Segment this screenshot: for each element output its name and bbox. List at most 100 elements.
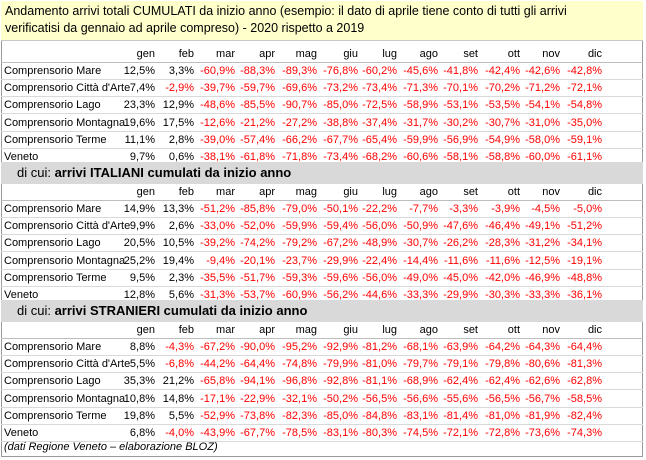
value-cell-nov: -12,5% [525,254,560,267]
value-cell-nov: -58,0% [525,133,560,146]
table-title: Andamento arrivi totali CUMULATI da iniz… [1,1,643,41]
section-heading-text: di cui: arrivi STRANIERI cumulati da ini… [17,300,307,322]
value-cell-ott: -62,4% [485,375,520,388]
value-cell-mar: -9,4% [206,254,235,267]
month-header-feb: feb [178,186,194,198]
table-row: Comprensorio Mare 14,9% 13,3% -51,2% -85,8% -… [1,201,643,218]
month-header-ott: ott [507,186,520,198]
value-cell-dic: -72,1% [567,82,602,95]
value-cell-feb: 17,5% [162,116,194,129]
value-cell-set: -47,6% [443,220,478,233]
value-cell-lug: -22,2% [362,203,397,215]
value-cell-apr: -53,7% [240,289,275,301]
value-cell-mar: -39,7% [200,82,235,95]
value-cell-lug: -60,2% [362,65,397,77]
month-header-feb: feb [178,324,194,336]
month-header-giu: giu [343,324,358,336]
row-label: Comprensorio Lago [4,237,101,250]
table-row: Comprensorio Mare 8,8% -4,3% -67,2% -90,0% -9… [1,339,643,356]
section-heading: di cui: arrivi STRANIERI cumulati da ini… [1,300,643,322]
value-cell-lug: -81,1% [362,375,397,388]
month-header-set: set [463,186,478,198]
month-header-ago: ago [419,324,438,336]
month-header-row: gen feb mar apr mag giu lug ago set ott nov dic [1,184,643,201]
value-cell-feb: 21,2% [162,375,194,388]
source-note: (dati Regione Veneto – elaborazione BLOZ… [4,441,218,453]
value-cell-set: -63,9% [443,341,478,353]
value-cell-mag: -82,3% [282,409,317,422]
value-cell-lug: -22,4% [362,254,397,267]
value-cell-nov: -54,1% [525,99,560,112]
value-cell-mar: -60,9% [200,65,235,77]
value-cell-nov: -71,2% [525,82,560,95]
value-cell-dic: -61,1% [567,151,602,163]
value-cell-set: -56,9% [443,133,478,146]
row-label: Comprensorio Terme [4,271,107,284]
month-header-gen: gen [136,186,155,198]
value-cell-ott: -54,9% [485,133,520,146]
value-cell-ott: -42,0% [485,271,520,284]
month-header-lug: lug [382,186,397,198]
month-header-mar: mar [216,186,235,198]
table-row: Comprensorio Lago 35,3% 21,2% -65,8% -94,1% -… [1,373,643,391]
value-cell-feb: 2,8% [168,133,194,146]
value-cell-mar: -51,2% [200,203,235,215]
value-cell-ott: -81,0% [485,409,520,422]
value-cell-gen: 12,8% [123,289,155,301]
value-cell-feb: 19,4% [162,254,194,267]
value-cell-mag: -23,7% [282,254,317,267]
month-header-nov: nov [542,186,560,198]
value-cell-ott: -53,5% [485,99,520,112]
value-cell-mar: -17,1% [200,392,235,405]
value-cell-set: -41,8% [443,65,478,77]
value-cell-mar: -38,1% [200,151,235,163]
value-cell-feb: -4,3% [165,341,194,353]
value-cell-mar: -39,0% [200,133,235,146]
value-cell-nov: -62,6% [525,375,560,388]
month-header-gen: gen [136,48,155,60]
value-cell-gen: 19,6% [123,116,155,129]
value-cell-mag: -69,6% [282,82,317,95]
value-cell-ott: -56,5% [485,392,520,405]
month-header-ago: ago [419,48,438,60]
value-cell-apr: -21,2% [240,116,275,129]
value-cell-giu: -50,1% [323,203,358,215]
value-cell-lug: -80,3% [362,427,397,439]
value-cell-mag: -90,7% [282,99,317,112]
value-cell-feb: 0,6% [168,151,194,163]
value-cell-mar: -39,2% [200,237,235,250]
month-header-dic: dic [587,48,602,60]
value-cell-lug: -73,4% [362,82,397,95]
month-header-giu: giu [343,48,358,60]
value-cell-set: -79,1% [443,358,478,371]
value-cell-gen: 35,3% [123,375,155,388]
value-cell-ago: -68,9% [403,375,438,388]
value-cell-set: -62,4% [443,375,478,388]
month-header-gen: gen [136,324,155,336]
table-row: Comprensorio Città d'Arte 5,5% -6,8% -44,2%… [1,356,643,374]
value-cell-feb: 2,6% [168,220,194,233]
value-cell-ago: -56,6% [403,392,438,405]
row-label: Comprensorio Terme [4,409,107,422]
value-cell-dic: -82,4% [567,409,602,422]
row-label: Comprensorio Mare [4,203,102,215]
table-row: Comprensorio Montagna 25,2% 19,4% -9,4% -20,… [1,253,643,270]
section-title: arrivi STRANIERI cumulati da inizio anno [54,303,308,318]
value-cell-feb: 5,6% [168,289,194,301]
value-cell-apr: -61,8% [240,151,275,163]
value-cell-ago: -30,7% [403,237,438,250]
value-cell-giu: -67,2% [323,237,358,250]
value-cell-giu: -38,8% [323,116,358,129]
value-cell-apr: -51,7% [240,271,275,284]
row-label: Comprensorio Montagna [4,116,126,129]
value-cell-ago: -45,6% [403,65,438,77]
value-cell-lug: -48,9% [362,237,397,250]
month-header-dic: dic [587,186,602,198]
month-header-set: set [463,324,478,336]
value-cell-giu: -76,8% [323,65,358,77]
section-heading: di cui: arrivi ITALIANI cumulati da iniz… [1,162,643,184]
table-row: Comprensorio Terme 9,5% 2,3% -35,5% -51,7% -5… [1,270,643,287]
month-header-ago: ago [419,186,438,198]
value-cell-lug: -37,4% [362,116,397,129]
value-cell-mag: -79,0% [282,203,317,215]
